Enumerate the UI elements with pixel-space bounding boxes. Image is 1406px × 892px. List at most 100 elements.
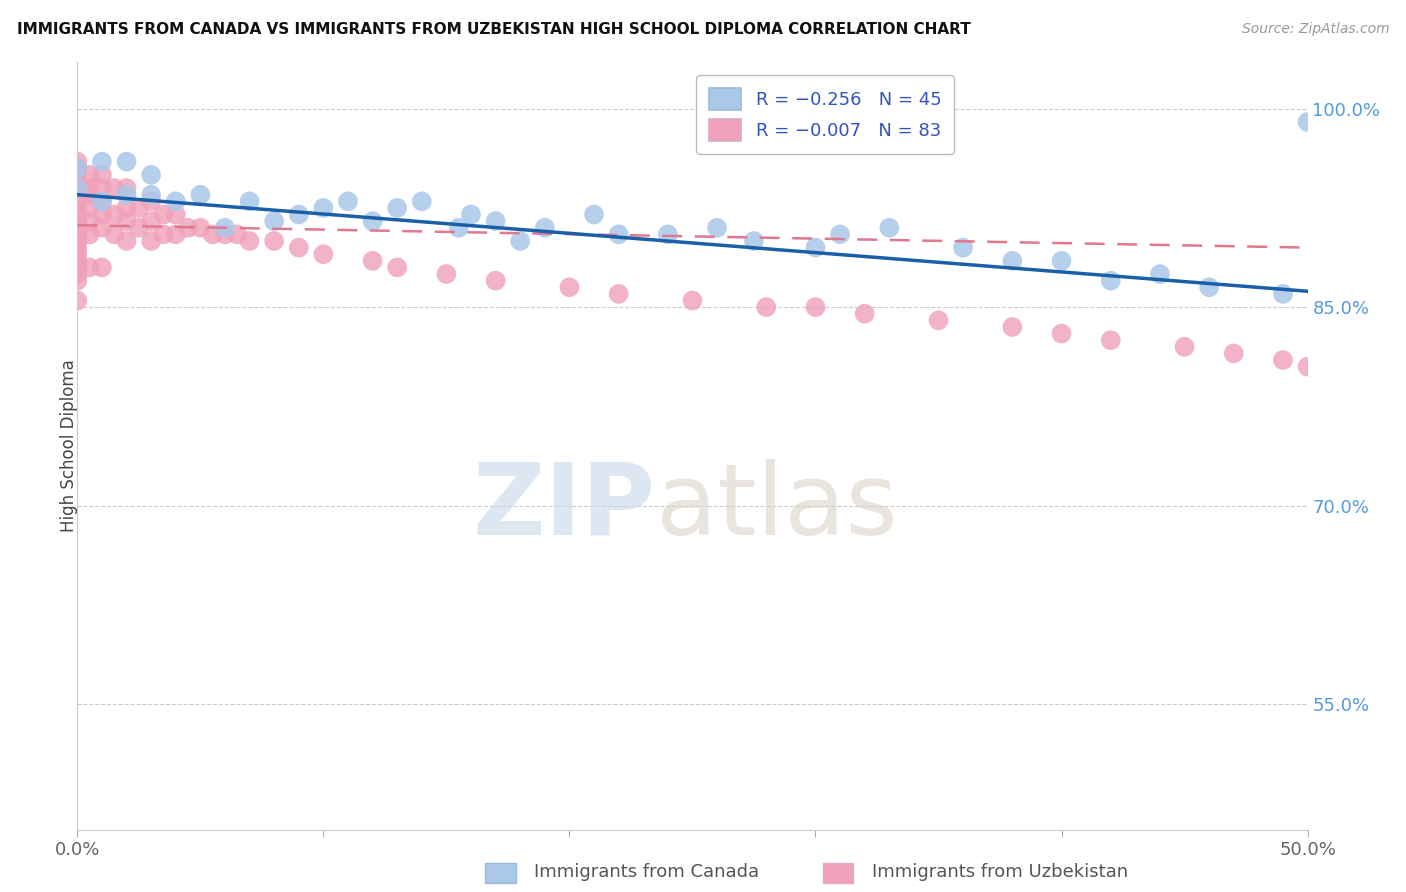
Point [288,208,311,222]
Point [79,214,101,228]
Point [177,220,200,235]
Legend: R = −0.256   N = 45, R = −0.007   N = 83: R = −0.256 N = 45, R = −0.007 N = 83 [696,75,955,153]
Point [66,260,89,275]
Point [141,234,163,248]
Point [742,234,765,248]
Point [1198,280,1220,294]
Point [152,227,174,242]
Point [657,227,679,242]
Point [188,187,212,202]
Point [79,187,101,202]
Point [165,194,187,209]
Point [79,201,101,215]
Point [706,220,728,235]
Point [188,220,212,235]
Point [103,208,125,222]
Point [411,194,433,209]
Point [214,227,236,242]
Point [1296,115,1319,129]
Point [436,267,458,281]
Point [90,260,114,275]
Point [239,234,262,248]
Point [66,181,89,195]
Point [509,234,531,248]
Point [66,161,89,176]
Point [607,286,630,301]
Point [128,201,150,215]
Point [214,220,236,235]
Point [66,274,89,288]
Point [447,220,470,235]
Point [141,194,163,209]
Point [879,220,901,235]
Point [90,181,114,195]
Point [66,187,89,202]
Point [66,201,89,215]
Point [312,201,335,215]
Y-axis label: High School Diploma: High School Diploma [60,359,77,533]
Point [1001,320,1024,334]
Point [79,168,101,182]
Point [928,313,950,327]
Point [66,241,89,255]
Point [115,201,138,215]
Point [141,168,163,182]
Point [226,227,249,242]
Point [128,220,150,235]
Point [239,194,262,209]
Point [79,227,101,242]
Point [1050,253,1073,268]
Point [90,220,114,235]
Point [165,208,187,222]
Point [90,208,114,222]
Point [90,154,114,169]
Text: Immigrants from Uzbekistan: Immigrants from Uzbekistan [872,863,1128,881]
Point [79,260,101,275]
Point [534,220,557,235]
Point [1296,359,1319,374]
Point [66,234,89,248]
Point [115,154,138,169]
Point [1050,326,1073,341]
Point [103,227,125,242]
Point [66,220,89,235]
Point [952,241,974,255]
Point [263,234,285,248]
Point [165,227,187,242]
Point [1395,373,1406,387]
Point [804,300,827,314]
Point [66,208,89,222]
Point [558,280,581,294]
Text: Immigrants from Canada: Immigrants from Canada [534,863,759,881]
Point [485,214,508,228]
Point [115,187,138,202]
Point [312,247,335,261]
Point [263,214,285,228]
Point [1174,340,1197,354]
Point [115,234,138,248]
Point [141,214,163,228]
Point [79,181,101,195]
Point [115,214,138,228]
Point [460,208,482,222]
Point [1223,346,1246,360]
Point [485,274,508,288]
Point [385,260,409,275]
Point [1099,333,1122,347]
Point [66,161,89,176]
Point [103,181,125,195]
Point [853,307,876,321]
Point [66,174,89,188]
Point [583,208,606,222]
Point [90,168,114,182]
Point [607,227,630,242]
Point [201,227,224,242]
Point [66,293,89,308]
Point [361,253,384,268]
Text: IMMIGRANTS FROM CANADA VS IMMIGRANTS FROM UZBEKISTAN HIGH SCHOOL DIPLOMA CORRELA: IMMIGRANTS FROM CANADA VS IMMIGRANTS FRO… [17,22,970,37]
Point [66,181,89,195]
Text: atlas: atlas [655,458,897,556]
Point [1272,353,1295,368]
Point [361,214,384,228]
Point [152,208,174,222]
